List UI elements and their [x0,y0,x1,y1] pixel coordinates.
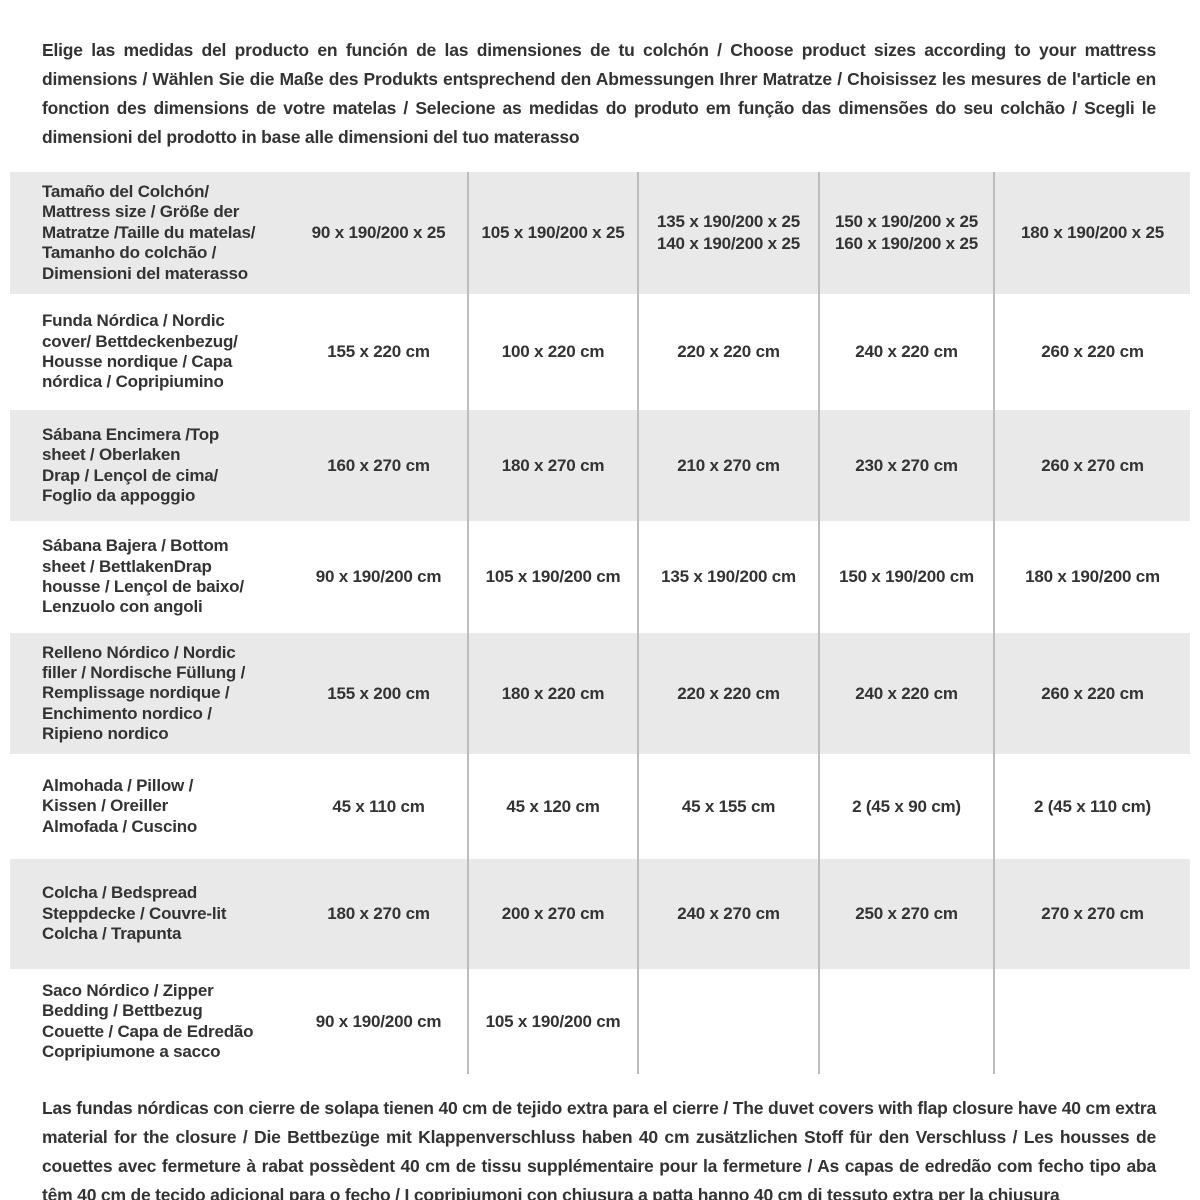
row-label-bedspread: Colcha / Bedspread Steppdecke / Couvre-l… [42,883,227,944]
table-header-row: Tamaño del Colchón/ Mattress size / Größ… [10,172,1190,294]
size-cell: 180 x 190/200 cm [993,521,1190,633]
size-cell: 240 x 270 cm [637,859,818,969]
size-cell: 45 x 120 cm [467,754,637,859]
footnote-text: Las fundas nórdicas con cierre de solapa… [42,1098,1156,1200]
size-cell: 180 x 270 cm [467,410,637,521]
table-row-bottom-sheet: Sábana Bajera / Bottom sheet / Bettlaken… [10,521,1190,633]
mattress-size-col-150-160: 150 x 190/200 x 25 160 x 190/200 x 25 [818,172,993,294]
size-cell: 2 (45 x 90 cm) [818,754,993,859]
size-cell: 230 x 270 cm [818,410,993,521]
size-cell: 100 x 220 cm [467,294,637,410]
size-cell: 220 x 220 cm [637,294,818,410]
size-cell: 220 x 220 cm [637,633,818,754]
table-row-nordic-cover: Funda Nórdica / Nordic cover/ Bettdecken… [10,294,1190,410]
row-label-pillow: Almohada / Pillow / Kissen / Oreiller Al… [42,775,198,836]
mattress-size-col-90: 90 x 190/200 x 25 [311,223,446,243]
size-cell: 155 x 220 cm [327,342,430,362]
size-cell: 155 x 200 cm [327,683,430,703]
mattress-size-header-label: Tamaño del Colchón/ Mattress size / Größ… [42,182,256,283]
size-table: Tamaño del Colchón/ Mattress size / Größ… [10,172,1190,1074]
size-cell: 180 x 270 cm [327,904,430,924]
size-cell: 90 x 190/200 cm [315,1011,442,1031]
intro-text: Elige las medidas del producto en funció… [42,40,1156,147]
size-cell: 135 x 190/200 cm [637,521,818,633]
size-cell-empty [818,969,993,1074]
size-cell: 210 x 270 cm [637,410,818,521]
size-cell: 260 x 220 cm [993,633,1190,754]
table-row-top-sheet: Sábana Encimera /Top sheet / Oberlaken D… [10,410,1190,521]
size-cell: 260 x 270 cm [993,410,1190,521]
size-cell: 105 x 190/200 cm [467,969,637,1074]
size-cell-empty [637,969,818,1074]
row-label-nordic-filler: Relleno Nórdico / Nordic filler / Nordis… [42,642,246,744]
mattress-size-col-180: 180 x 190/200 x 25 [993,172,1190,294]
size-cell: 200 x 270 cm [467,859,637,969]
size-cell: 105 x 190/200 cm [467,521,637,633]
mattress-size-col-105: 105 x 190/200 x 25 [467,172,637,294]
size-cell: 45 x 155 cm [637,754,818,859]
size-cell: 250 x 270 cm [818,859,993,969]
size-cell: 240 x 220 cm [818,294,993,410]
row-label-zipper-bedding: Saco Nórdico / Zipper Bedding / Bettbezu… [42,980,254,1061]
size-cell: 240 x 220 cm [818,633,993,754]
size-cell: 260 x 220 cm [993,294,1190,410]
size-cell: 150 x 190/200 cm [818,521,993,633]
row-label-top-sheet: Sábana Encimera /Top sheet / Oberlaken D… [42,424,220,505]
row-label-nordic-cover: Funda Nórdica / Nordic cover/ Bettdecken… [42,311,238,392]
size-cell: 45 x 110 cm [332,796,425,816]
table-row-zipper-bedding: Saco Nórdico / Zipper Bedding / Bettbezu… [10,969,1190,1074]
size-cell: 90 x 190/200 cm [315,567,442,587]
table-row-nordic-filler: Relleno Nórdico / Nordic filler / Nordis… [10,633,1190,754]
mattress-size-col-135-140: 135 x 190/200 x 25 140 x 190/200 x 25 [637,172,818,294]
size-cell-empty [993,969,1190,1074]
size-cell: 2 (45 x 110 cm) [993,754,1190,859]
size-cell: 160 x 270 cm [327,455,430,475]
row-label-bottom-sheet: Sábana Bajera / Bottom sheet / Bettlaken… [42,536,244,617]
size-cell: 270 x 270 cm [993,859,1190,969]
table-row-bedspread: Colcha / Bedspread Steppdecke / Couvre-l… [10,859,1190,969]
size-cell: 180 x 220 cm [467,633,637,754]
table-row-pillow: Almohada / Pillow / Kissen / Oreiller Al… [10,754,1190,859]
